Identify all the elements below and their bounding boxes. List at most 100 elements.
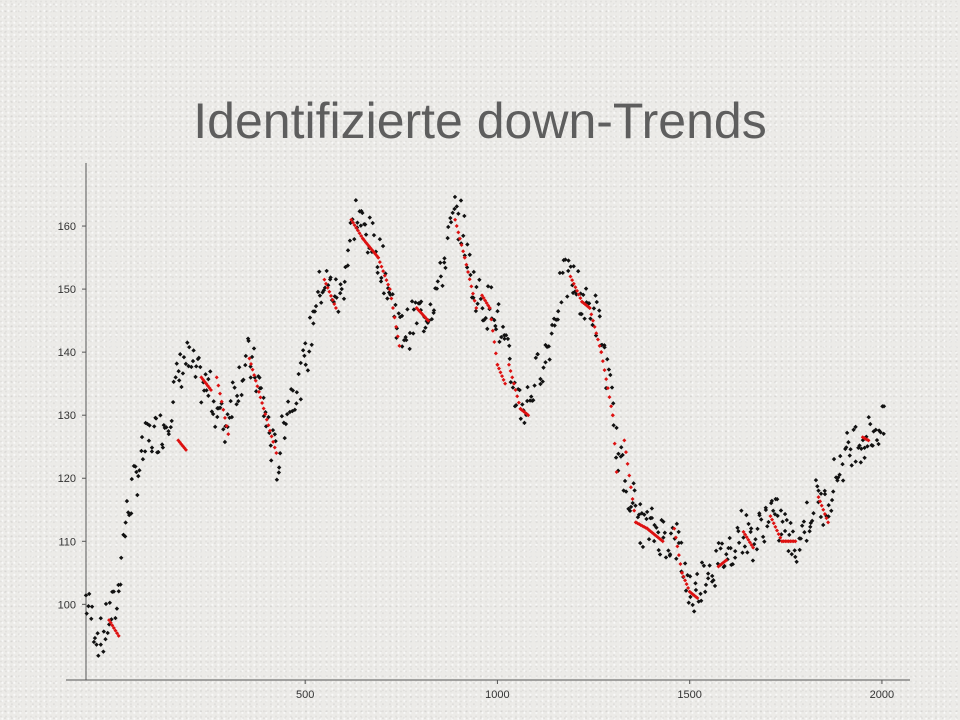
price-point [305, 368, 311, 373]
trend-point [256, 389, 261, 394]
price-point [840, 462, 845, 467]
price-point [802, 530, 807, 535]
price-point [497, 339, 502, 345]
y-tick-label: 140 [58, 347, 76, 359]
price-point [722, 563, 727, 569]
price-point [804, 538, 809, 543]
y-tick-label: 110 [58, 536, 76, 548]
x-tick-label: 2000 [870, 689, 894, 701]
price-point [644, 509, 650, 515]
price-point [525, 384, 530, 390]
trend-point [357, 231, 362, 236]
price-point [597, 308, 602, 313]
price-point [135, 492, 140, 498]
price-point [661, 535, 666, 540]
trend-point [394, 324, 399, 329]
price-point [123, 520, 128, 525]
price-point [556, 309, 561, 314]
price-point [471, 269, 476, 275]
price-point [538, 376, 543, 382]
trend-point [747, 540, 752, 545]
trend-point [487, 306, 492, 311]
price-point [101, 629, 107, 634]
price-point [627, 508, 633, 514]
price-point [89, 616, 94, 621]
x-tick-label: 1500 [677, 689, 701, 701]
trend-point [382, 273, 387, 278]
price-point [557, 270, 563, 276]
price-point [730, 562, 735, 567]
price-point [421, 329, 427, 334]
trend-point [269, 434, 274, 439]
price-point [614, 425, 619, 431]
trend-point [218, 391, 223, 396]
price-point [270, 427, 276, 433]
trend-point [116, 633, 121, 638]
price-point [746, 521, 751, 527]
price-point [659, 517, 664, 523]
price-point [698, 591, 703, 597]
trend-point [600, 359, 605, 364]
trend-point [516, 400, 521, 405]
price-point [303, 362, 308, 367]
price-point [336, 309, 341, 314]
trend-point [628, 485, 633, 490]
trend-point [216, 383, 221, 388]
price-point [801, 519, 807, 524]
price-point [95, 631, 100, 636]
trend-point [511, 381, 516, 386]
price-point [588, 316, 593, 321]
trend-point [266, 423, 271, 428]
price-point [407, 330, 413, 336]
trend-point [751, 545, 756, 550]
price-point [818, 514, 824, 520]
price-point [772, 511, 778, 517]
trend-point [274, 451, 279, 456]
price-point [750, 558, 756, 563]
trend-point [332, 301, 337, 306]
trend-point [609, 404, 614, 409]
price-point [221, 427, 226, 432]
price-point [173, 375, 178, 380]
trend-point [224, 424, 229, 429]
trend-point [741, 529, 746, 534]
trend-point [247, 356, 252, 361]
price-point [375, 270, 380, 275]
price-point [176, 369, 181, 374]
trend-point [749, 542, 754, 547]
price-point [363, 232, 369, 237]
trend-point [222, 415, 227, 420]
trend-point [773, 524, 778, 529]
price-point [768, 500, 774, 506]
trend-point [395, 334, 400, 339]
trend-point [776, 532, 781, 537]
price-point [586, 300, 592, 306]
price-point [411, 331, 416, 336]
trend-point [489, 317, 494, 322]
price-point [183, 361, 189, 367]
price-point [674, 556, 679, 561]
x-tick-label: 1000 [485, 689, 509, 701]
price-point [776, 538, 782, 543]
price-point [701, 563, 707, 568]
price-point [334, 295, 339, 300]
trend-point [248, 362, 253, 367]
trend-point [612, 441, 617, 446]
price-point [727, 535, 732, 541]
price-point [193, 374, 198, 380]
price-point [513, 403, 519, 408]
trend-point [250, 367, 255, 372]
price-point [829, 497, 835, 503]
price-point [194, 364, 199, 369]
trend-point [672, 526, 677, 531]
trend-point [486, 303, 491, 308]
price-point [282, 435, 287, 441]
price-point [815, 484, 820, 489]
price-point [177, 352, 183, 357]
price-point [632, 488, 637, 493]
price-point [113, 615, 118, 621]
price-point [345, 248, 351, 253]
price-point [593, 293, 598, 298]
price-point [338, 290, 343, 296]
price-point [631, 481, 636, 486]
